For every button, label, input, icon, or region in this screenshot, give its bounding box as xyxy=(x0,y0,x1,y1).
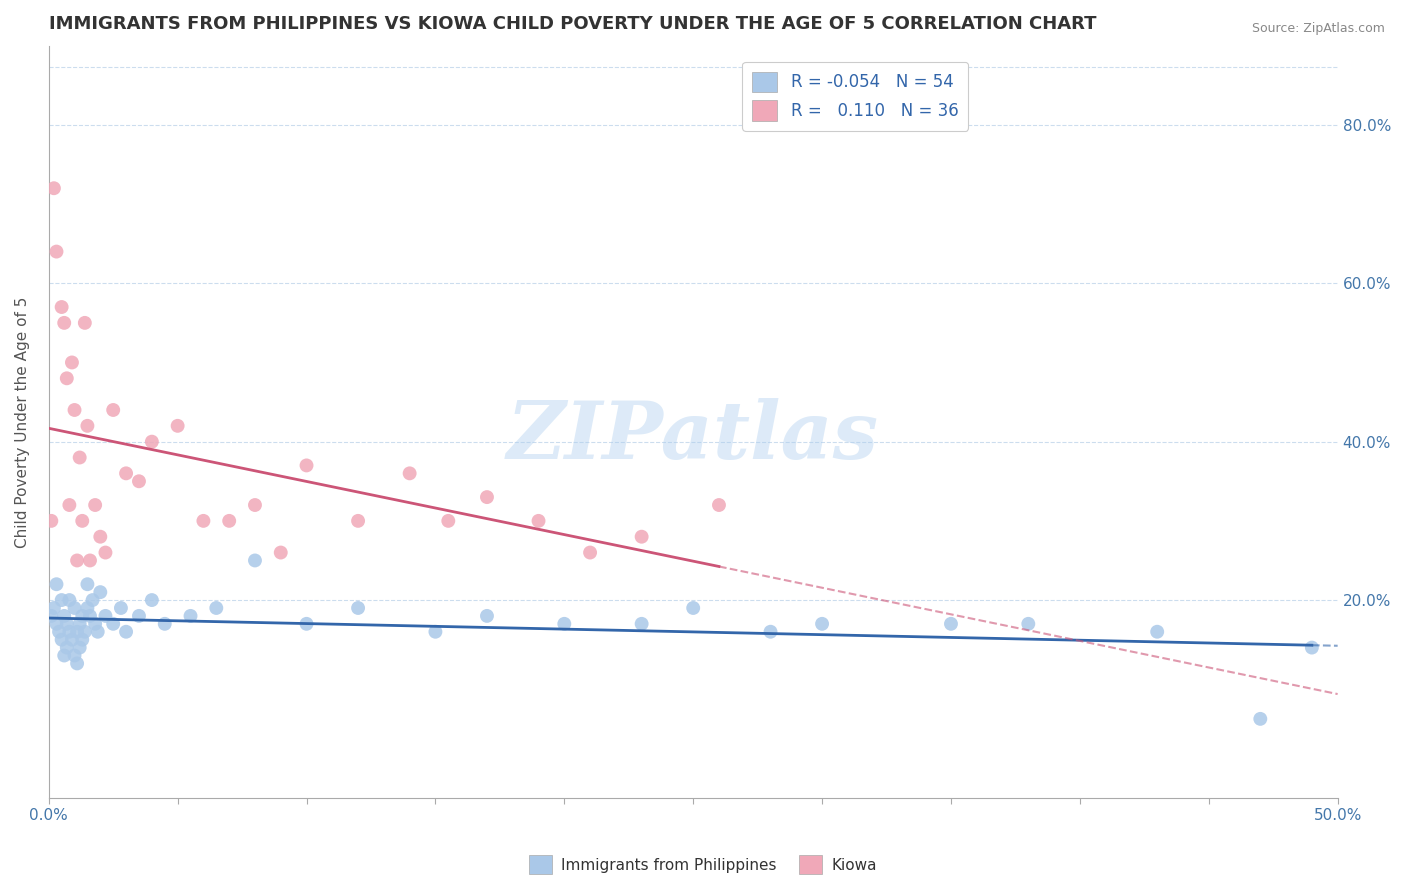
Point xyxy=(53,648,76,663)
Point xyxy=(53,608,76,623)
Point xyxy=(347,601,370,615)
Text: Source: ZipAtlas.com: Source: ZipAtlas.com xyxy=(1251,22,1385,36)
Text: ZIPatlas: ZIPatlas xyxy=(508,398,879,475)
Point xyxy=(270,545,292,559)
Legend: R = -0.054   N = 54, R =   0.110   N = 36: R = -0.054 N = 54, R = 0.110 N = 36 xyxy=(742,62,969,130)
Point xyxy=(141,434,163,449)
Point xyxy=(110,601,132,615)
Point xyxy=(56,616,79,631)
Point xyxy=(66,624,89,639)
Point xyxy=(437,514,460,528)
Point xyxy=(347,514,370,528)
Point xyxy=(63,403,86,417)
Point xyxy=(398,467,420,481)
Legend: Immigrants from Philippines, Kiowa: Immigrants from Philippines, Kiowa xyxy=(523,849,883,880)
Point xyxy=(84,498,107,512)
Point xyxy=(243,553,266,567)
Point xyxy=(51,632,73,647)
Point xyxy=(205,601,228,615)
Point xyxy=(218,514,240,528)
Point xyxy=(141,593,163,607)
Point xyxy=(60,632,83,647)
Point xyxy=(69,640,91,655)
Point xyxy=(79,608,101,623)
Y-axis label: Child Poverty Under the Age of 5: Child Poverty Under the Age of 5 xyxy=(15,296,30,548)
Point xyxy=(103,616,125,631)
Point xyxy=(682,601,704,615)
Point xyxy=(42,601,65,615)
Point xyxy=(76,577,98,591)
Point xyxy=(295,616,318,631)
Point xyxy=(630,616,652,631)
Point xyxy=(630,530,652,544)
Text: IMMIGRANTS FROM PHILIPPINES VS KIOWA CHILD POVERTY UNDER THE AGE OF 5 CORRELATIO: IMMIGRANTS FROM PHILIPPINES VS KIOWA CHI… xyxy=(49,15,1097,33)
Point xyxy=(103,403,125,417)
Point xyxy=(79,553,101,567)
Point xyxy=(48,624,70,639)
Point xyxy=(66,657,89,671)
Point xyxy=(89,585,111,599)
Point xyxy=(63,648,86,663)
Point xyxy=(73,316,96,330)
Point xyxy=(939,616,962,631)
Point xyxy=(115,467,138,481)
Point xyxy=(72,514,94,528)
Point xyxy=(45,577,67,591)
Point xyxy=(153,616,176,631)
Point xyxy=(707,498,730,512)
Point xyxy=(56,371,79,385)
Point xyxy=(41,608,63,623)
Point xyxy=(1301,640,1323,655)
Point xyxy=(42,181,65,195)
Point xyxy=(60,355,83,369)
Point xyxy=(1146,624,1168,639)
Point xyxy=(243,498,266,512)
Point xyxy=(72,608,94,623)
Point xyxy=(76,601,98,615)
Point xyxy=(295,458,318,473)
Point xyxy=(811,616,834,631)
Point xyxy=(1249,712,1271,726)
Point xyxy=(82,593,104,607)
Point xyxy=(58,624,80,639)
Point xyxy=(41,514,63,528)
Point xyxy=(63,601,86,615)
Point xyxy=(128,608,150,623)
Point xyxy=(66,553,89,567)
Point xyxy=(89,530,111,544)
Point xyxy=(115,624,138,639)
Point xyxy=(193,514,215,528)
Point xyxy=(56,640,79,655)
Point xyxy=(475,608,498,623)
Point xyxy=(425,624,447,639)
Point xyxy=(69,450,91,465)
Point xyxy=(166,418,188,433)
Point xyxy=(180,608,202,623)
Point xyxy=(1017,616,1039,631)
Point xyxy=(45,244,67,259)
Point xyxy=(475,490,498,504)
Point xyxy=(84,616,107,631)
Point xyxy=(72,632,94,647)
Point xyxy=(53,316,76,330)
Point xyxy=(759,624,782,639)
Point xyxy=(128,475,150,489)
Point xyxy=(45,616,67,631)
Point xyxy=(58,593,80,607)
Point xyxy=(58,498,80,512)
Point xyxy=(579,545,602,559)
Point xyxy=(69,616,91,631)
Point xyxy=(94,545,117,559)
Point xyxy=(76,418,98,433)
Point xyxy=(51,593,73,607)
Point xyxy=(73,624,96,639)
Point xyxy=(87,624,110,639)
Point xyxy=(553,616,575,631)
Point xyxy=(51,300,73,314)
Point xyxy=(527,514,550,528)
Point xyxy=(94,608,117,623)
